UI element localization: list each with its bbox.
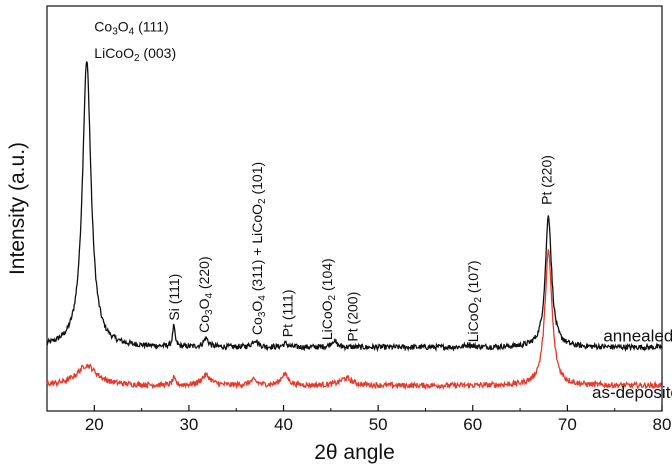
- peak-label-si-111: Si (111): [166, 274, 182, 321]
- plot-frame: [46, 5, 663, 412]
- y-axis-label: Intensity (a.u.): [6, 142, 29, 275]
- x-tick-label: 70: [558, 415, 577, 434]
- peak-label-co3o4-111: Co3O4 (111): [94, 18, 168, 37]
- peak-label-pt-111: Pt (111): [279, 289, 295, 337]
- x-axis-label: 2θ angle: [314, 441, 395, 464]
- peak-label-licoo2-107: LiCoO2 (107): [465, 260, 484, 342]
- series-layer: [46, 61, 663, 391]
- series-label-annealed: annealed: [603, 327, 672, 346]
- x-axis-ticks: 20 30 40 50 60 70 80: [46, 405, 672, 434]
- peak-label-pt-220: Pt (220): [539, 155, 555, 205]
- peak-label-pt-200: Pt (200): [345, 292, 361, 342]
- x-tick-label: 30: [179, 415, 198, 434]
- x-tick-label: 80: [653, 415, 672, 434]
- peak-annotations: Co3O4 (111) LiCoO2 (003) Si (111) Co3O4 (22…: [94, 18, 554, 342]
- series-line-as-deposited: [46, 248, 663, 391]
- peak-label-licoo2-104: LiCoO2 (104): [319, 258, 338, 340]
- peak-label-co3o4-311-licoo2-101: Co3O4 (311) + LiCoO2 (101): [249, 162, 268, 335]
- peak-label-co3o4-220: Co3O4 (220): [196, 256, 215, 333]
- x-tick-label: 50: [369, 415, 388, 434]
- x-tick-label: 20: [85, 415, 104, 434]
- series-labels: annealed as-deposited: [592, 327, 672, 402]
- x-tick-label: 60: [463, 415, 482, 434]
- series-line-annealed: [46, 61, 663, 353]
- series-label-as-deposited: as-deposited: [592, 383, 672, 402]
- peak-label-licoo2-003: LiCoO2 (003): [94, 45, 176, 64]
- x-tick-label: 40: [274, 415, 293, 434]
